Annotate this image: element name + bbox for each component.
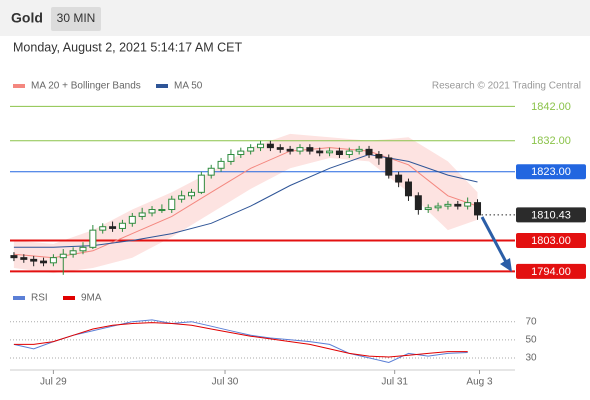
candle-body xyxy=(49,257,57,264)
legend-label: MA 20 + Bollinger Bands xyxy=(31,81,141,92)
series-line xyxy=(13,319,468,364)
candle-body xyxy=(395,174,403,183)
x-tick-label: Aug 3 xyxy=(466,377,493,388)
candle-body xyxy=(207,167,215,176)
candle-body xyxy=(316,150,324,154)
candle-body xyxy=(187,191,195,197)
candle-body xyxy=(266,143,274,149)
level-box xyxy=(516,164,586,180)
level-label: 1842.00 xyxy=(531,101,571,113)
candle-body xyxy=(30,258,38,262)
y-tick-label: 50 xyxy=(525,334,537,345)
candle-body xyxy=(148,209,156,214)
level-label: 1794.00 xyxy=(531,266,571,278)
level-label: 1803.00 xyxy=(531,235,571,247)
legend-label: RSI xyxy=(31,293,48,304)
candle-body xyxy=(335,150,343,156)
candle-body xyxy=(276,147,284,150)
candle-body xyxy=(99,226,107,231)
candle-body xyxy=(79,246,87,252)
arrow-head xyxy=(500,258,512,272)
legend-swatch xyxy=(156,84,168,88)
candle-body xyxy=(454,203,462,207)
x-tick-label: Jul 30 xyxy=(212,377,239,388)
candle-body xyxy=(464,202,472,207)
candle-body xyxy=(128,215,136,224)
candle-body xyxy=(158,209,166,212)
legend-swatch xyxy=(13,296,25,300)
candle-body xyxy=(138,212,146,217)
candle-body xyxy=(20,257,28,260)
candle-body xyxy=(434,205,442,209)
candle-body xyxy=(217,160,225,169)
candle-body xyxy=(414,195,422,211)
candle-body xyxy=(69,250,77,255)
y-tick-label: 70 xyxy=(525,316,537,327)
legend-swatch xyxy=(13,84,25,88)
interval-button[interactable] xyxy=(51,7,101,31)
candle-body xyxy=(109,226,117,229)
candle-body xyxy=(118,222,126,229)
candle-body xyxy=(365,148,373,156)
candle-body xyxy=(306,147,314,152)
forecast-arrow xyxy=(480,216,508,263)
candle-body xyxy=(444,203,452,207)
candle-body xyxy=(326,150,334,154)
candle-body xyxy=(296,147,304,152)
x-tick-label: Jul 29 xyxy=(40,377,67,388)
candle-body xyxy=(355,148,363,152)
legend-swatch xyxy=(63,296,75,300)
candle-body xyxy=(424,207,432,211)
series-line xyxy=(13,322,468,358)
candle-body xyxy=(474,202,482,216)
candle-body xyxy=(59,253,67,259)
candle-body xyxy=(404,181,412,197)
legend-label: 9MA xyxy=(81,293,102,304)
candle-body xyxy=(89,229,97,248)
candle-body xyxy=(10,255,18,259)
candle-body xyxy=(247,147,255,152)
interval-label[interactable]: 30 MIN xyxy=(57,11,96,25)
level-box xyxy=(516,207,586,223)
level-label: 1832.00 xyxy=(531,135,571,147)
credit: Research © 2021 Trading Central xyxy=(432,81,581,92)
symbol: Gold xyxy=(11,10,43,26)
y-tick-label: 30 xyxy=(525,353,537,364)
candle-body xyxy=(375,154,383,159)
candle-body xyxy=(197,174,205,193)
candle-body xyxy=(345,150,353,156)
candle-body xyxy=(40,260,48,264)
candle-body xyxy=(286,148,294,152)
x-tick-label: Jul 31 xyxy=(381,377,408,388)
bollinger-band xyxy=(13,133,478,274)
series-line xyxy=(13,147,478,259)
candle-body xyxy=(385,157,393,176)
candle-body xyxy=(257,143,265,149)
level-label: 1810.43 xyxy=(531,209,571,221)
candle-body xyxy=(178,195,186,200)
level-box xyxy=(516,232,586,248)
candle-body xyxy=(227,154,235,162)
candle-body xyxy=(237,150,245,156)
legend-label: MA 50 xyxy=(174,81,203,92)
level-label: 1823.00 xyxy=(531,166,571,178)
level-box xyxy=(516,263,586,279)
timestamp: Monday, August 2, 2021 5:14:17 AM CET xyxy=(13,40,242,54)
candle-body xyxy=(168,198,176,211)
